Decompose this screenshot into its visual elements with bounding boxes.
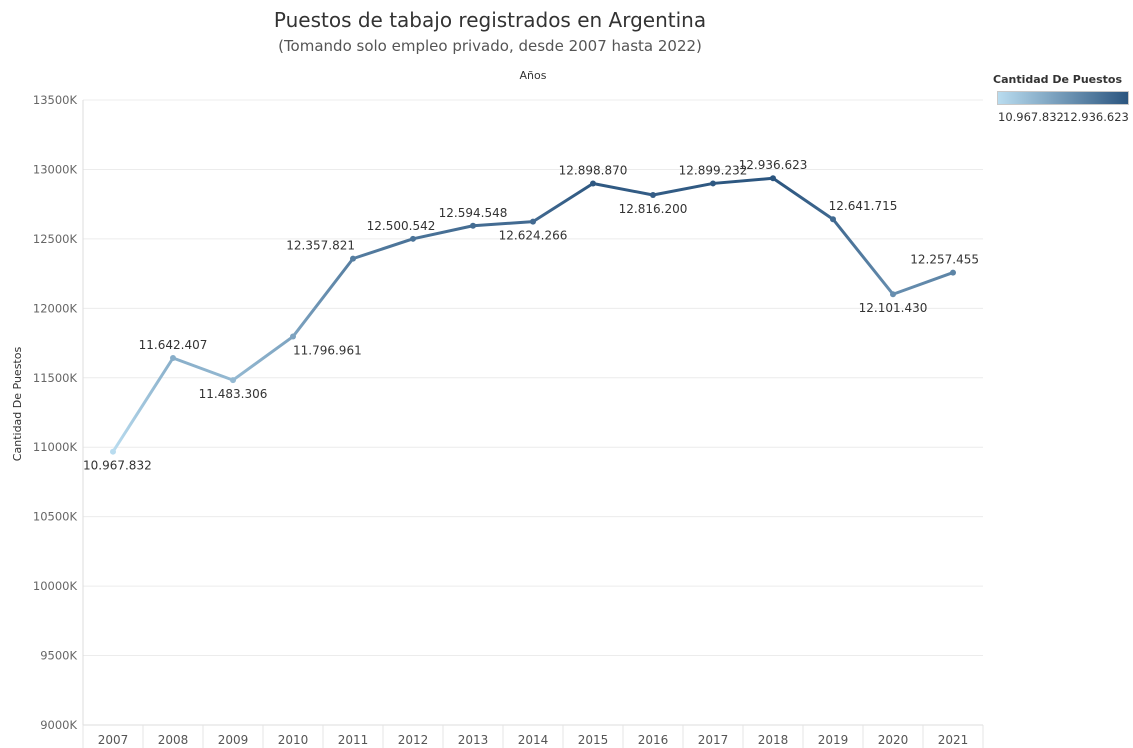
data-labels: 10.967.832 11.642.407 11.483.306 11.796.961… (83, 158, 979, 472)
data-point[interactable] (890, 291, 896, 298)
gridlines (83, 99, 983, 726)
data-label: 12.936.623 (739, 158, 808, 172)
data-label: 10.967.832 (83, 459, 152, 473)
legend-min-label: 10.967.832 (998, 110, 1064, 124)
x-tick-label: 2011 (338, 733, 369, 747)
y-axis-tick-labels: 9000K 9500K 10000K 10500K 11000K 11500K 12000K… (33, 93, 78, 732)
x-tick-label: 2014 (518, 733, 549, 747)
x-tick-label: 2015 (578, 733, 609, 747)
line-segment (831, 217, 895, 296)
x-axis-tick-labels: 2007 2008 2009 2010 2011 2012 2013 2014 2015 2016… (98, 733, 969, 747)
data-label: 12.641.715 (829, 199, 898, 213)
line-segment (771, 176, 835, 221)
x-tick-label: 2012 (398, 733, 429, 747)
axes (82, 100, 984, 748)
x-tick-label: 2021 (938, 733, 969, 747)
data-point[interactable] (230, 377, 236, 384)
data-point[interactable] (830, 216, 836, 223)
data-point[interactable] (410, 235, 416, 242)
chart-title: Puestos de tabajo registrados en Argenti… (273, 8, 707, 32)
x-tick-label: 2008 (158, 733, 189, 747)
legend-gradient-bar (997, 91, 1129, 105)
data-point[interactable] (650, 191, 656, 198)
line-segment (231, 335, 295, 382)
data-point[interactable] (290, 333, 296, 340)
data-point[interactable] (950, 269, 956, 276)
data-label: 12.500.542 (367, 219, 436, 233)
x-tick-label: 2018 (758, 733, 789, 747)
line-segment (291, 257, 355, 339)
y-tick-label: 13500K (33, 93, 78, 107)
y-tick-label: 13000K (33, 162, 78, 176)
data-point[interactable] (170, 354, 176, 361)
data-label: 11.642.407 (139, 338, 208, 352)
line-segment (711, 176, 775, 185)
data-label: 12.899.232 (679, 163, 748, 177)
data-label: 12.101.430 (859, 301, 928, 315)
data-label: 11.483.306 (199, 387, 268, 401)
line-segment (351, 237, 415, 261)
data-point[interactable] (530, 218, 536, 225)
x-tick-label: 2020 (878, 733, 909, 747)
data-label: 12.898.870 (559, 163, 628, 177)
data-line (111, 176, 955, 454)
line-segment (471, 220, 535, 228)
y-tick-label: 11000K (33, 440, 78, 454)
line-segment (891, 271, 955, 296)
x-tick-label: 2016 (638, 733, 669, 747)
y-tick-label: 12500K (33, 232, 78, 246)
data-point[interactable] (770, 175, 776, 182)
data-point[interactable] (470, 222, 476, 229)
data-label: 11.796.961 (293, 344, 362, 358)
y-axis-title: Cantidad De Puestos (11, 347, 24, 462)
x-tick-label: 2007 (98, 733, 129, 747)
legend-max-label: 12.936.623 (1063, 110, 1129, 124)
chart-subtitle: (Tomando solo empleo privado, desde 2007… (278, 37, 702, 55)
y-tick-label: 10500K (33, 510, 78, 524)
y-tick-label: 10000K (33, 579, 78, 593)
data-label: 12.594.548 (439, 206, 508, 220)
data-label: 12.357.821 (286, 239, 355, 253)
data-point[interactable] (590, 180, 596, 187)
data-label: 12.816.200 (619, 202, 688, 216)
data-point[interactable] (350, 255, 356, 262)
data-label: 12.624.266 (499, 229, 568, 243)
data-label: 12.257.455 (910, 253, 979, 267)
legend-title: Cantidad De Puestos (993, 73, 1123, 86)
x-tick-label: 2013 (458, 733, 489, 747)
line-segment (591, 181, 655, 197)
x-tick-label: 2010 (278, 733, 309, 747)
line-segment (171, 356, 235, 382)
x-tick-label: 2009 (218, 733, 249, 747)
y-tick-label: 9000K (40, 718, 77, 732)
line-segment (531, 181, 595, 224)
x-tick-label: 2019 (818, 733, 849, 747)
data-point[interactable] (110, 448, 116, 455)
data-points (110, 175, 956, 455)
data-point[interactable] (710, 180, 716, 187)
x-tick-label: 2017 (698, 733, 729, 747)
line-segment (651, 181, 715, 197)
line-segment (111, 356, 175, 454)
y-tick-label: 9500K (40, 649, 77, 663)
y-tick-label: 11500K (33, 371, 78, 385)
x-axis-header: Años (519, 69, 547, 82)
y-tick-label: 12000K (33, 301, 78, 315)
line-segment (411, 224, 475, 241)
